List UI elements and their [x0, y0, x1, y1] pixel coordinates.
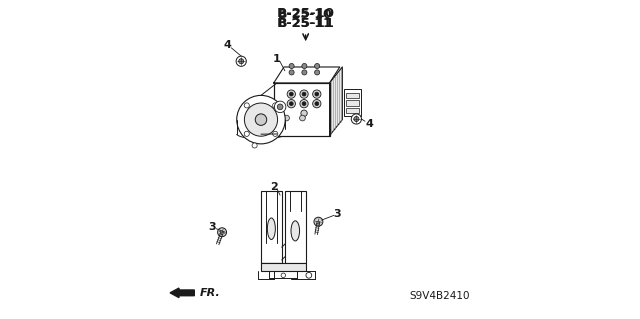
Text: 1: 1 — [273, 54, 281, 64]
Polygon shape — [330, 67, 342, 136]
Text: B-25-11: B-25-11 — [278, 17, 333, 30]
Circle shape — [289, 92, 293, 96]
Circle shape — [306, 272, 312, 278]
Bar — [285, 191, 306, 263]
Bar — [274, 83, 330, 136]
Circle shape — [275, 101, 286, 113]
Text: S9V4B2410: S9V4B2410 — [410, 292, 470, 301]
Circle shape — [315, 63, 320, 69]
Circle shape — [302, 63, 307, 69]
Circle shape — [284, 115, 289, 121]
Circle shape — [239, 59, 244, 64]
Circle shape — [300, 115, 305, 121]
Ellipse shape — [268, 218, 275, 240]
Circle shape — [287, 100, 296, 108]
Circle shape — [354, 116, 359, 122]
Circle shape — [315, 92, 319, 96]
Bar — [346, 100, 359, 106]
Text: B-25-10: B-25-10 — [276, 7, 335, 20]
Polygon shape — [285, 191, 306, 263]
Circle shape — [315, 102, 319, 106]
Bar — [261, 191, 282, 263]
Circle shape — [289, 102, 293, 106]
Circle shape — [277, 104, 283, 110]
Text: 3: 3 — [333, 209, 341, 219]
Circle shape — [301, 110, 307, 116]
Circle shape — [300, 90, 308, 98]
Bar — [344, 89, 362, 116]
Polygon shape — [274, 67, 340, 83]
Text: 4: 4 — [365, 119, 373, 130]
Text: 4: 4 — [223, 40, 232, 50]
Circle shape — [273, 103, 278, 108]
Bar — [261, 263, 306, 271]
Circle shape — [252, 143, 257, 148]
Circle shape — [287, 90, 296, 98]
Circle shape — [314, 217, 323, 226]
Bar — [346, 108, 359, 113]
Circle shape — [302, 92, 306, 96]
Circle shape — [273, 131, 278, 137]
Circle shape — [289, 63, 294, 69]
Circle shape — [300, 100, 308, 108]
Text: B-25-10: B-25-10 — [278, 8, 333, 21]
Circle shape — [255, 114, 267, 125]
Circle shape — [313, 90, 321, 98]
FancyArrow shape — [170, 288, 195, 298]
Circle shape — [281, 273, 285, 278]
Circle shape — [302, 102, 306, 106]
Circle shape — [236, 56, 246, 66]
Text: FR.: FR. — [200, 288, 221, 298]
Circle shape — [315, 70, 320, 75]
Circle shape — [244, 103, 250, 108]
Ellipse shape — [291, 221, 300, 241]
Circle shape — [302, 70, 307, 75]
Circle shape — [218, 228, 227, 237]
Bar — [274, 83, 330, 136]
Text: 2: 2 — [270, 182, 278, 192]
Text: B-25-11: B-25-11 — [276, 17, 335, 30]
Circle shape — [289, 70, 294, 75]
Circle shape — [351, 114, 362, 124]
Text: 3: 3 — [209, 222, 216, 232]
Circle shape — [237, 95, 285, 144]
Polygon shape — [261, 191, 282, 263]
Circle shape — [313, 100, 321, 108]
Bar — [346, 93, 359, 98]
Circle shape — [244, 103, 278, 136]
Circle shape — [244, 131, 250, 137]
